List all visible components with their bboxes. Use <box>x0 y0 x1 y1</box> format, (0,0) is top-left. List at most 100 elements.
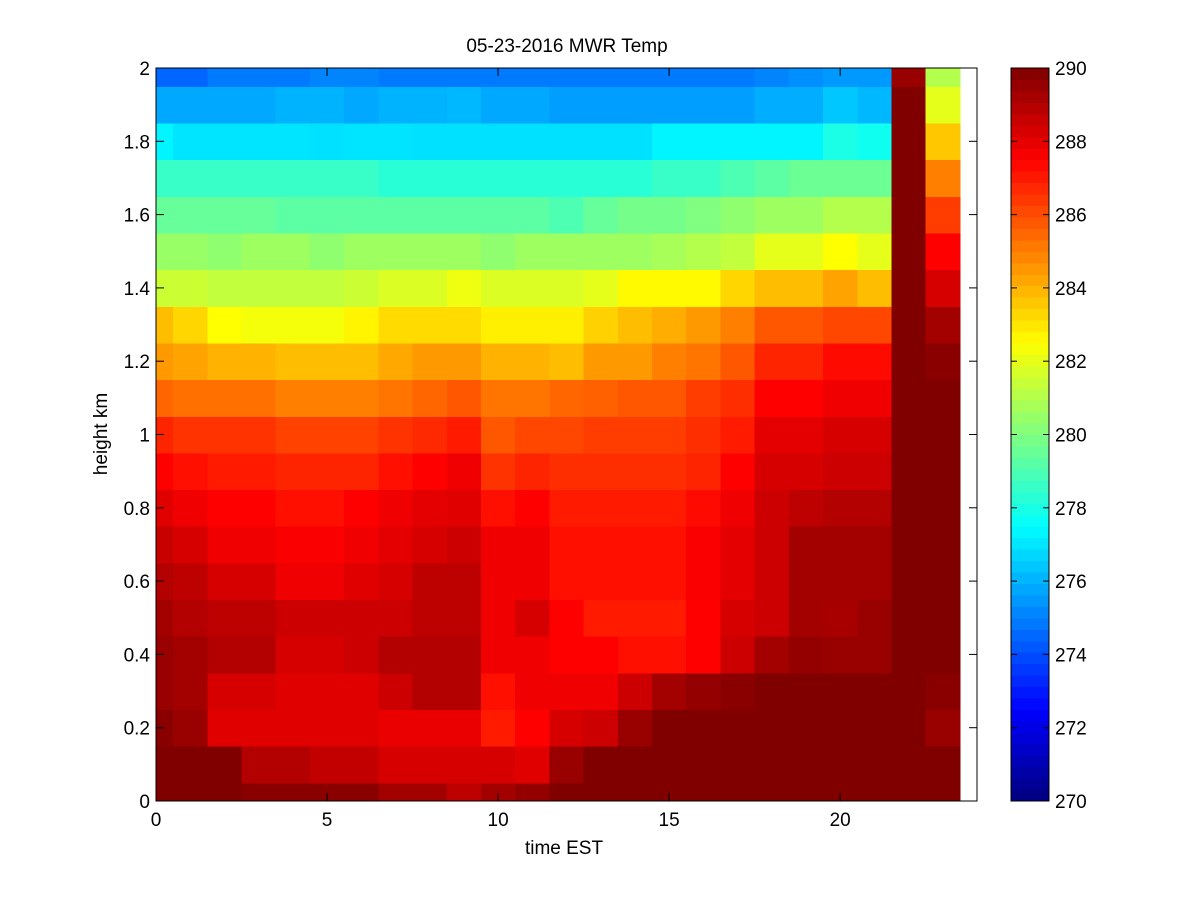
heatmap-cell <box>754 672 790 710</box>
heatmap-cell <box>207 636 243 674</box>
y-tick-label: 1.8 <box>124 132 150 153</box>
heatmap-cell <box>241 232 277 271</box>
heatmap-cell <box>617 122 653 161</box>
y-tick-label: 0 <box>139 792 150 813</box>
heatmap-cell <box>156 68 174 87</box>
colorbar-swatch <box>1011 514 1049 527</box>
heatmap-cell <box>446 379 482 417</box>
heatmap-cell <box>309 379 345 417</box>
heatmap-cell <box>412 196 448 234</box>
heatmap-cell <box>173 562 208 601</box>
x-tick-label: 5 <box>322 810 333 831</box>
colorbar-swatch <box>1011 354 1049 367</box>
colorbar-swatch <box>1011 331 1049 344</box>
heatmap-cell <box>652 379 687 417</box>
heatmap-cell <box>309 159 345 197</box>
colorbar-swatch <box>1011 571 1049 584</box>
heatmap-cell <box>173 86 208 124</box>
heatmap-cells <box>156 68 961 802</box>
heatmap-cell <box>652 122 687 161</box>
heatmap-cell <box>378 68 414 87</box>
heatmap-cell <box>275 232 311 271</box>
heatmap-cell <box>207 159 243 197</box>
heatmap-cell <box>275 416 311 454</box>
heatmap-cell <box>344 342 379 381</box>
heatmap-cell <box>241 746 277 784</box>
heatmap-cell <box>617 636 653 674</box>
heatmap-cell <box>720 782 756 802</box>
heatmap-cell <box>857 269 893 307</box>
colorbar-swatch <box>1011 125 1049 138</box>
heatmap-cell <box>515 196 550 234</box>
heatmap-cell <box>412 159 448 197</box>
heatmap-cell <box>583 526 619 564</box>
heatmap-cell <box>480 122 516 161</box>
heatmap-cell <box>515 68 550 87</box>
heatmap-cell <box>515 159 550 197</box>
colorbar-swatch <box>1011 663 1049 676</box>
heatmap-cell <box>686 86 722 124</box>
heatmap-cell <box>207 342 243 381</box>
heatmap-cell <box>788 526 824 564</box>
heatmap-cell <box>823 709 858 747</box>
heatmap-cell <box>754 636 790 674</box>
colorbar-swatch <box>1011 216 1049 229</box>
heatmap-cell <box>549 416 585 454</box>
heatmap-cell <box>823 452 858 491</box>
colorbar-tick-label: 272 <box>1055 719 1087 740</box>
heatmap-cell <box>344 562 379 601</box>
heatmap-cell <box>378 709 414 747</box>
colorbar-swatch <box>1011 560 1049 573</box>
heatmap-cell <box>583 196 619 234</box>
heatmap-cell <box>925 416 961 454</box>
heatmap-cell <box>583 636 619 674</box>
heatmap-cell <box>754 562 790 601</box>
heatmap-cell <box>754 782 790 802</box>
heatmap-cell <box>823 269 858 307</box>
heatmap-cell <box>412 452 448 491</box>
heatmap-cell <box>583 86 619 124</box>
heatmap-cell <box>480 269 516 307</box>
heatmap-cell <box>823 746 858 784</box>
colorbar-tick-label: 288 <box>1055 132 1087 153</box>
heatmap-cell <box>788 269 824 307</box>
heatmap-cell <box>207 122 243 161</box>
heatmap-cell <box>891 746 927 784</box>
heatmap-cell <box>412 68 448 87</box>
heatmap-cell <box>173 159 208 197</box>
heatmap-cell <box>344 196 379 234</box>
heatmap-cell <box>720 709 756 747</box>
heatmap-cell <box>891 782 927 802</box>
heatmap-cell <box>378 122 414 161</box>
heatmap-cell <box>583 709 619 747</box>
heatmap-cell <box>412 379 448 417</box>
colorbar-swatch <box>1011 68 1049 81</box>
heatmap-cell <box>344 489 379 527</box>
y-tick-label: 0.2 <box>124 719 150 740</box>
colorbar-swatch <box>1011 549 1049 562</box>
heatmap-cell <box>207 782 243 802</box>
heatmap-cell <box>549 232 585 271</box>
heatmap-cell <box>788 636 824 674</box>
heatmap-cell <box>378 672 414 710</box>
heatmap-cell <box>891 306 927 344</box>
heatmap-cell <box>515 672 550 710</box>
colorbar-swatch <box>1011 228 1049 241</box>
heatmap-cell <box>891 636 927 674</box>
heatmap-cell <box>344 452 379 491</box>
colorbar-swatch <box>1011 239 1049 252</box>
heatmap-cell <box>788 379 824 417</box>
heatmap-cell <box>344 122 379 161</box>
heatmap-cell <box>207 599 243 637</box>
heatmap-cell <box>156 122 174 161</box>
heatmap-cell <box>720 306 756 344</box>
heatmap-cell <box>857 68 893 87</box>
heatmap-cell <box>652 489 687 527</box>
heatmap-cell <box>344 306 379 344</box>
x-axis: 0 5 10 15 20 <box>151 68 851 831</box>
heatmap-cell <box>480 379 516 417</box>
heatmap-cell <box>207 526 243 564</box>
heatmap-cell <box>617 86 653 124</box>
heatmap-cell <box>207 306 243 344</box>
heatmap-cell <box>156 672 174 710</box>
